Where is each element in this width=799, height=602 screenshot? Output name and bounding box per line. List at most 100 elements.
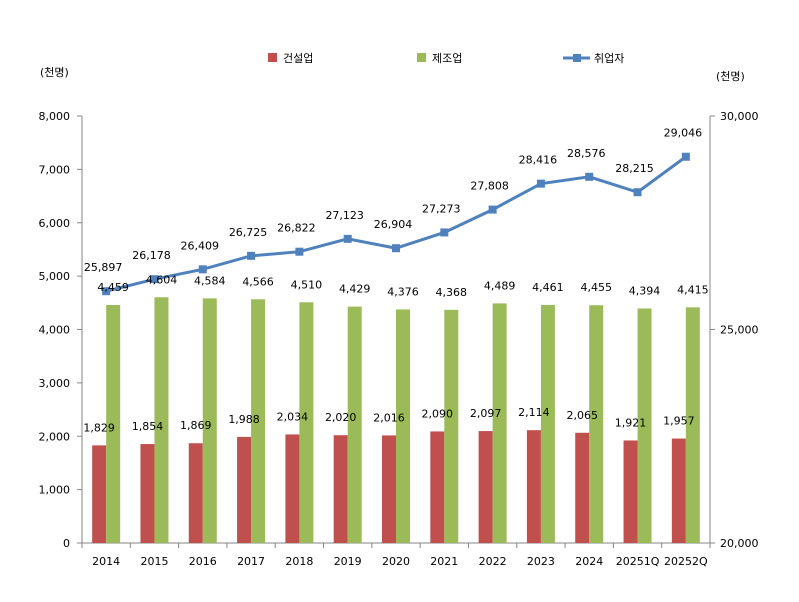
x-tick-label: 2023 bbox=[527, 555, 555, 568]
employment-marker bbox=[150, 275, 159, 284]
construction-data-label: 2,034 bbox=[277, 410, 309, 423]
manufacturing-bar bbox=[347, 306, 362, 543]
manufacturing-data-label: 4,429 bbox=[339, 283, 371, 296]
manufacturing-data-label: 4,510 bbox=[291, 278, 323, 291]
y2-tick-label: 25,000 bbox=[720, 324, 759, 337]
employment-marker bbox=[102, 287, 111, 296]
legend-construction-swatch bbox=[268, 53, 277, 62]
construction-bar bbox=[575, 432, 590, 543]
x-tick-label: 2016 bbox=[189, 555, 217, 568]
y-tick-label: 4,000 bbox=[39, 324, 71, 337]
construction-data-label: 1,829 bbox=[83, 421, 115, 434]
x-tick-label: 2020 bbox=[382, 555, 410, 568]
construction-bar bbox=[188, 443, 203, 543]
manufacturing-data-label: 4,584 bbox=[194, 274, 226, 287]
construction-data-label: 2,114 bbox=[518, 406, 550, 419]
manufacturing-bar bbox=[492, 303, 507, 543]
manufacturing-bar bbox=[540, 304, 555, 543]
manufacturing-data-label: 4,461 bbox=[532, 281, 564, 294]
manufacturing-bar bbox=[444, 309, 459, 543]
manufacturing-bar bbox=[685, 307, 700, 543]
y-tick-label: 7,000 bbox=[39, 163, 71, 176]
y2-tick-label: 20,000 bbox=[720, 537, 759, 550]
legend-employment-marker bbox=[573, 54, 581, 62]
employment-data-label: 27,123 bbox=[325, 209, 364, 222]
y-tick-label: 5,000 bbox=[39, 270, 71, 283]
manufacturing-data-label: 4,415 bbox=[677, 283, 709, 296]
manufacturing-data-label: 4,566 bbox=[242, 275, 274, 288]
y-tick-label: 1,000 bbox=[39, 484, 71, 497]
legend-manufacturing-label: 제조업 bbox=[432, 52, 462, 65]
x-tick-label: 2024 bbox=[575, 555, 603, 568]
manufacturing-data-label: 4,604 bbox=[146, 273, 178, 286]
y-tick-label: 3,000 bbox=[39, 377, 71, 390]
manufacturing-bar bbox=[396, 309, 410, 543]
employment-data-label: 25,897 bbox=[84, 261, 123, 274]
construction-bar bbox=[430, 431, 445, 543]
y2-tick-label: 30,000 bbox=[720, 110, 759, 123]
employment-data-label: 29,046 bbox=[664, 127, 703, 140]
y-tick-label: 2,000 bbox=[39, 430, 71, 443]
construction-data-label: 1,921 bbox=[615, 416, 647, 429]
manufacturing-data-label: 4,368 bbox=[436, 286, 468, 299]
manufacturing-data-label: 4,459 bbox=[97, 281, 129, 294]
construction-data-label: 2,065 bbox=[566, 409, 598, 422]
manufacturing-bar bbox=[251, 299, 266, 543]
employment-data-label: 27,273 bbox=[422, 202, 461, 215]
y-tick-label: 8,000 bbox=[39, 110, 71, 123]
employment-marker bbox=[295, 247, 304, 256]
employment-marker bbox=[585, 172, 594, 181]
legend: 건설업 제조업 취업자 bbox=[268, 52, 624, 65]
construction-data-label: 1,854 bbox=[132, 420, 164, 433]
x-tick-label: 20251Q bbox=[616, 555, 660, 568]
x-tick-label: 2015 bbox=[140, 555, 168, 568]
construction-bar bbox=[92, 445, 107, 543]
manufacturing-data-label: 4,455 bbox=[580, 281, 612, 294]
construction-data-label: 1,869 bbox=[180, 419, 212, 432]
legend-construction-label: 건설업 bbox=[283, 52, 313, 65]
manufacturing-data-label: 4,376 bbox=[387, 285, 419, 298]
employment-marker bbox=[343, 234, 352, 243]
construction-bar bbox=[526, 430, 541, 543]
x-tick-label: 2022 bbox=[479, 555, 507, 568]
construction-bar bbox=[382, 435, 396, 543]
legend-employment-label: 취업자 bbox=[594, 52, 624, 65]
employment-data-label: 26,409 bbox=[181, 239, 220, 252]
legend-manufacturing-swatch bbox=[417, 53, 426, 62]
manufacturing-bar bbox=[202, 298, 217, 543]
axes: 0 1,000 2,000 3,000 4,000 5,000 6,000 7,000 8,00… bbox=[39, 110, 759, 568]
construction-bar bbox=[140, 444, 155, 543]
employment-marker bbox=[440, 228, 449, 237]
x-tick-label: 2021 bbox=[430, 555, 458, 568]
y-tick-label: 6,000 bbox=[39, 217, 71, 230]
manufacturing-bar bbox=[154, 297, 169, 543]
construction-data-label: 1,988 bbox=[228, 413, 260, 426]
employment-data-label: 26,822 bbox=[277, 222, 316, 235]
construction-bar bbox=[237, 436, 252, 543]
manufacturing-bar bbox=[106, 305, 121, 543]
construction-bar bbox=[671, 438, 686, 543]
bars bbox=[92, 297, 700, 543]
employment-data-label: 28,416 bbox=[519, 154, 558, 167]
employment-marker bbox=[536, 179, 545, 188]
construction-data-label: 2,097 bbox=[470, 407, 502, 420]
construction-bar bbox=[623, 440, 638, 543]
employment-marker bbox=[392, 244, 400, 253]
x-tick-label: 2017 bbox=[237, 555, 265, 568]
employment-data-label: 27,808 bbox=[470, 180, 509, 193]
manufacturing-bar bbox=[637, 308, 652, 543]
manufacturing-bar bbox=[589, 305, 604, 543]
employment-data-label: 26,725 bbox=[229, 226, 268, 239]
employment-marker bbox=[198, 265, 207, 274]
employment-marker bbox=[681, 152, 690, 161]
construction-bar bbox=[333, 435, 348, 543]
x-tick-label: 2019 bbox=[334, 555, 362, 568]
construction-data-label: 2,090 bbox=[422, 407, 454, 420]
y-axis-unit-label: (천명) bbox=[40, 65, 69, 79]
x-tick-label: 20252Q bbox=[664, 555, 708, 568]
line-series bbox=[102, 152, 690, 296]
x-tick-label: 2014 bbox=[92, 555, 120, 568]
employment-data-label: 28,576 bbox=[567, 147, 606, 160]
manufacturing-data-label: 4,489 bbox=[484, 279, 516, 292]
